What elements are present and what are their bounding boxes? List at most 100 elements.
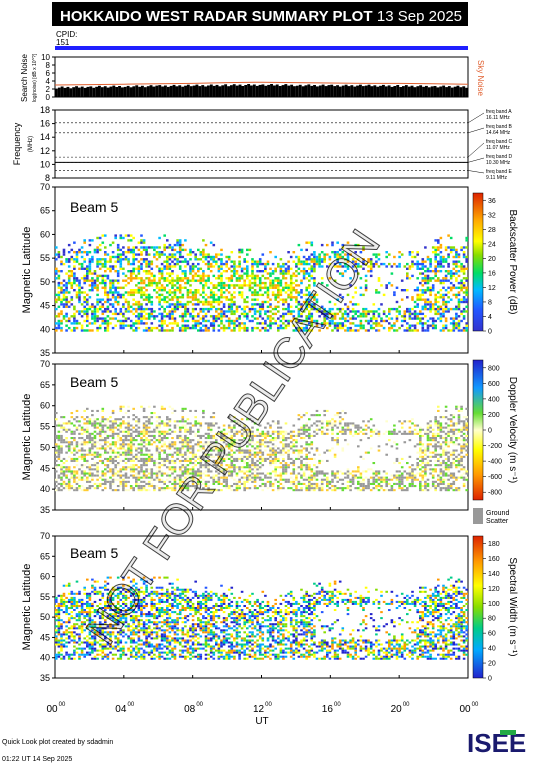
echo-cell xyxy=(238,466,241,469)
echo-cell xyxy=(323,260,326,263)
search-noise-bar xyxy=(338,86,342,97)
echo-cell xyxy=(341,274,345,278)
echo-cell xyxy=(261,451,265,454)
echo-cell xyxy=(147,272,151,275)
echo-cell xyxy=(354,312,357,316)
echo-cell xyxy=(194,455,197,458)
echo-cell xyxy=(109,420,112,423)
echo-cell xyxy=(233,439,236,442)
echo-cell xyxy=(310,243,314,247)
echo-cell xyxy=(227,284,231,287)
echo-cell xyxy=(380,303,383,306)
echo-cell xyxy=(124,455,128,458)
echo-cell xyxy=(132,430,135,433)
echo-cell xyxy=(127,439,130,442)
echo-cell xyxy=(57,251,61,254)
echo-cell xyxy=(264,432,267,435)
echo-cell xyxy=(256,277,259,280)
echo-cell xyxy=(413,255,417,259)
echo-cell xyxy=(315,478,319,481)
echo-cell xyxy=(119,255,123,259)
echo-cell xyxy=(457,270,461,273)
echo-cell xyxy=(235,270,239,273)
echo-cell xyxy=(336,251,339,254)
echo-cell xyxy=(251,478,254,481)
echo-cell xyxy=(98,324,102,327)
echo-cell xyxy=(96,418,99,421)
echo-cell xyxy=(199,253,203,256)
echo-cell xyxy=(137,466,141,469)
echo-cell xyxy=(197,474,200,477)
echo-cell xyxy=(258,262,262,266)
echo-cell xyxy=(431,277,435,280)
echo-cell xyxy=(323,474,326,477)
echo-cell xyxy=(369,319,373,323)
echo-cell xyxy=(289,286,293,289)
echo-cell xyxy=(313,281,316,285)
echo-cell xyxy=(65,286,68,289)
search-noise-bar xyxy=(382,84,385,97)
echo-cell xyxy=(359,251,363,254)
echo-cell xyxy=(282,326,285,330)
echo-cell xyxy=(318,462,321,465)
echo-cell xyxy=(292,424,296,427)
echo-cell xyxy=(60,426,63,429)
echo-cell xyxy=(274,466,277,469)
echo-cell xyxy=(158,286,161,289)
echo-cell xyxy=(91,478,94,481)
echo-cell xyxy=(60,466,63,469)
echo-cell xyxy=(452,319,456,323)
echo-cell xyxy=(93,284,97,287)
echo-cell xyxy=(104,468,107,471)
echo-cell xyxy=(202,253,205,256)
echo-cell xyxy=(256,310,259,313)
echo-cell xyxy=(173,441,177,444)
echo-cell xyxy=(341,317,345,320)
echo-cell xyxy=(400,298,404,301)
echo-cell xyxy=(362,326,365,330)
echo-cell xyxy=(292,272,296,275)
echo-cell xyxy=(173,480,177,483)
echo-cell xyxy=(300,449,303,452)
echo-cell xyxy=(444,258,448,261)
echo-cell xyxy=(119,253,123,256)
echo-cell xyxy=(65,281,68,285)
search-noise-bar xyxy=(109,86,113,97)
echo-cell xyxy=(269,319,272,323)
echo-cell xyxy=(114,443,117,446)
echo-cell xyxy=(462,253,466,256)
echo-cell xyxy=(369,260,373,263)
echo-cell xyxy=(207,466,210,469)
echo-cell xyxy=(173,289,177,292)
echo-cell xyxy=(140,267,143,270)
echo-cell xyxy=(421,262,425,266)
echo-cell xyxy=(431,322,435,325)
echo-cell xyxy=(189,422,192,425)
echo-cell xyxy=(109,482,112,485)
echo-cell xyxy=(251,476,254,479)
echo-cell xyxy=(116,293,120,297)
echo-cell xyxy=(395,310,399,313)
echo-cell xyxy=(160,274,164,278)
echo-cell xyxy=(220,253,223,256)
echo-cell xyxy=(194,474,197,477)
echo-cell xyxy=(238,322,241,325)
echo-cell xyxy=(240,293,244,297)
echo-cell xyxy=(421,267,425,270)
echo-cell xyxy=(310,470,314,473)
echo-cell xyxy=(166,300,169,304)
echo-cell xyxy=(377,312,381,316)
echo-cell xyxy=(73,487,76,490)
echo-cell xyxy=(137,420,141,423)
echo-cell xyxy=(274,430,277,433)
echo-cell xyxy=(150,478,154,481)
echo-cell xyxy=(73,478,76,481)
echo-cell xyxy=(158,466,161,469)
echo-cell xyxy=(261,434,265,437)
echo-cell xyxy=(354,260,357,263)
echo-cell xyxy=(382,262,386,266)
echo-cell xyxy=(168,312,172,316)
echo-cell xyxy=(320,260,324,263)
echo-cell xyxy=(408,317,412,320)
echo-cell xyxy=(197,422,200,425)
